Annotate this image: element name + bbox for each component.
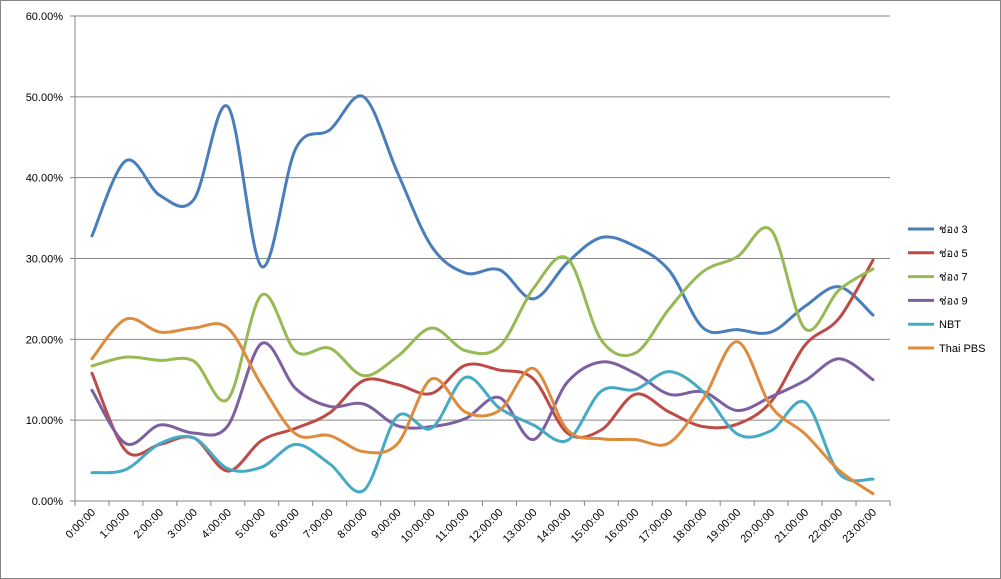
x-tick-label: 22:00:00 (806, 507, 845, 546)
x-tick-label: 4:00:00 (199, 507, 233, 541)
y-tick-label: 10.00% (26, 415, 64, 427)
y-tick-label: 20.00% (26, 334, 64, 346)
x-tick-label: 2:00:00 (132, 507, 166, 541)
x-tick-label: 23:00:00 (840, 507, 879, 546)
y-tick-label: 60.00% (26, 11, 64, 23)
series-line-5 (90, 316, 875, 496)
series-line-0 (90, 94, 875, 335)
legend-label: NBT (939, 319, 961, 331)
y-tick-label: 50.00% (26, 92, 64, 104)
x-tick-label: 7:00:00 (301, 507, 335, 541)
axes (70, 15, 891, 506)
y-tick-label: 40.00% (26, 173, 64, 185)
x-tick-label: 0:00:00 (64, 507, 98, 541)
y-tick-label: 30.00% (26, 254, 64, 266)
x-tick-label: 17:00:00 (637, 507, 676, 546)
legend-label: ช่อง 5 (939, 248, 968, 260)
x-tick-label: 19:00:00 (705, 507, 744, 546)
x-tick-label: 21:00:00 (772, 507, 811, 546)
y-axis-tick-labels: 0.00% 10.00% 20.00% 30.00% 40.00% 50.00% 60.00… (26, 11, 64, 508)
gridlines (75, 15, 890, 421)
x-tick-label: 16:00:00 (603, 507, 642, 546)
legend-label: ช่อง 9 (939, 295, 968, 307)
x-axis-tick-labels: 0:00:00 1:00:00 2:00:00 3:00:00 4:00:00 5:00:… (64, 507, 879, 546)
x-tick-label: 5:00:00 (233, 507, 267, 541)
x-tick-label: 10:00:00 (399, 507, 438, 546)
x-tick-label: 13:00:00 (501, 507, 540, 546)
legend-label: Thai PBS (939, 343, 985, 355)
series-line-1 (90, 258, 875, 473)
y-tick-label: 0.00% (32, 496, 63, 508)
series-line-4 (90, 370, 875, 494)
x-tick-label: 3:00:00 (166, 507, 200, 541)
x-tick-label: 11:00:00 (433, 507, 471, 545)
x-tick-label: 20:00:00 (738, 507, 777, 546)
legend: ช่อง 3 ช่อง 5 ช่อง 7 ช่อง 9 NBT Thai PBS (908, 224, 985, 355)
x-tick-label: 12:00:00 (467, 507, 506, 546)
legend-label: ช่อง 3 (939, 224, 968, 236)
x-tick-label: 14:00:00 (535, 507, 574, 546)
x-tick-label: 8:00:00 (335, 507, 369, 541)
x-tick-label: 1:00:00 (98, 507, 132, 541)
series-line-3 (90, 341, 875, 447)
legend-label: ช่อง 7 (939, 272, 968, 284)
x-tick-label: 15:00:00 (569, 507, 608, 546)
series-lines (90, 94, 875, 496)
x-tick-label: 6:00:00 (267, 507, 301, 541)
x-tick-label: 18:00:00 (671, 507, 710, 546)
series-line-2 (90, 226, 875, 403)
